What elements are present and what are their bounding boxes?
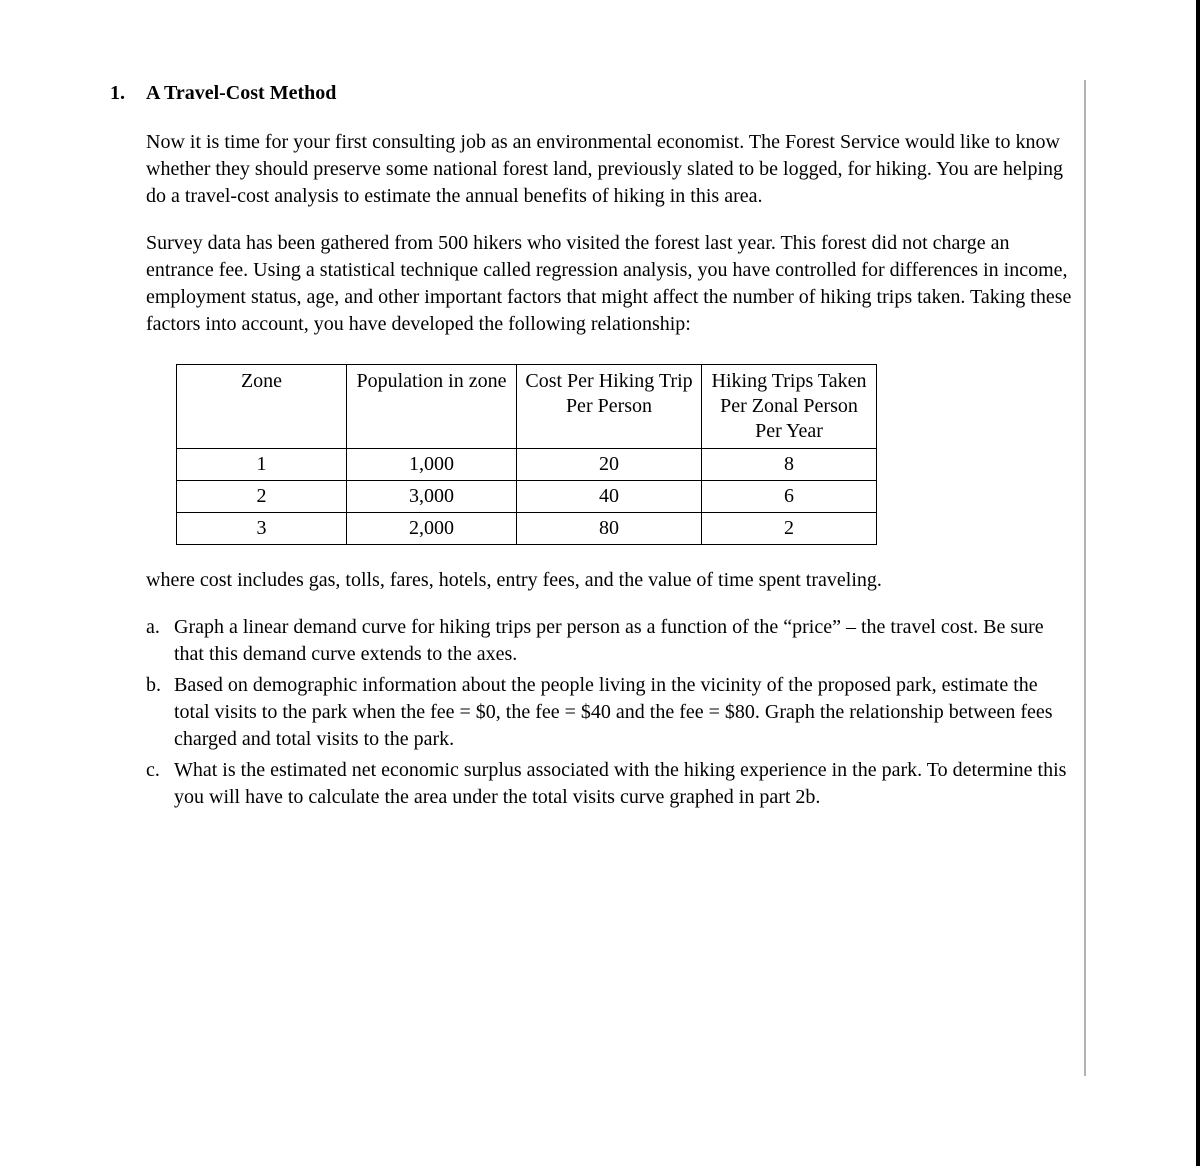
item-text: Based on demographic information about t… [174, 672, 1076, 753]
section-header: 1. A Travel-Cost Method [110, 80, 1076, 107]
table-header-trips: Hiking Trips Taken Per Zonal Person Per … [702, 365, 877, 449]
cell-population: 1,000 [347, 449, 517, 481]
cell-trips: 8 [702, 449, 877, 481]
list-item: c. What is the estimated net economic su… [146, 757, 1076, 811]
item-marker: a. [146, 614, 174, 641]
table-header-cost: Cost Per Hiking Trip Per Person [517, 365, 702, 449]
cell-cost: 80 [517, 513, 702, 545]
cell-zone: 2 [177, 481, 347, 513]
table-header-row: Zone Population in zone Cost Per Hiking … [177, 365, 877, 449]
cell-zone: 1 [177, 449, 347, 481]
item-marker: b. [146, 672, 174, 699]
paragraph-intro-2: Survey data has been gathered from 500 h… [146, 230, 1076, 338]
zone-table-container: Zone Population in zone Cost Per Hiking … [176, 364, 1076, 545]
sub-question-list: a. Graph a linear demand curve for hikin… [146, 614, 1076, 811]
cell-trips: 6 [702, 481, 877, 513]
item-text: What is the estimated net economic surpl… [174, 757, 1076, 811]
list-item: b. Based on demographic information abou… [146, 672, 1076, 753]
table-header-zone: Zone [177, 365, 347, 449]
cell-cost: 20 [517, 449, 702, 481]
cell-cost: 40 [517, 481, 702, 513]
list-item: a. Graph a linear demand curve for hikin… [146, 614, 1076, 668]
table-header-population: Population in zone [347, 365, 517, 449]
table-row: 3 2,000 80 2 [177, 513, 877, 545]
paragraph-intro-1: Now it is time for your first consulting… [146, 129, 1076, 210]
item-text: Graph a linear demand curve for hiking t… [174, 614, 1076, 668]
zone-table: Zone Population in zone Cost Per Hiking … [176, 364, 877, 545]
cell-population: 2,000 [347, 513, 517, 545]
cell-zone: 3 [177, 513, 347, 545]
table-row: 1 1,000 20 8 [177, 449, 877, 481]
paragraph-table-note: where cost includes gas, tolls, fares, h… [146, 567, 1076, 594]
section-title: A Travel-Cost Method [146, 80, 336, 107]
cell-population: 3,000 [347, 481, 517, 513]
table-row: 2 3,000 40 6 [177, 481, 877, 513]
item-marker: c. [146, 757, 174, 784]
section-number: 1. [110, 80, 146, 107]
cell-trips: 2 [702, 513, 877, 545]
